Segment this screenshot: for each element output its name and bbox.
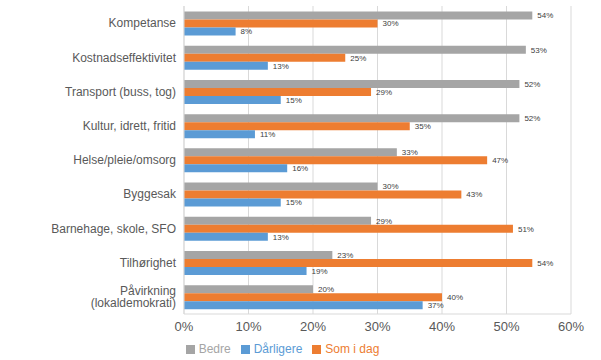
svg-text:52%: 52%	[524, 80, 540, 89]
svg-text:52%: 52%	[524, 114, 540, 123]
svg-text:54%: 54%	[537, 259, 553, 268]
svg-text:10%: 10%	[235, 319, 261, 334]
svg-text:40%: 40%	[447, 293, 463, 302]
svg-text:Tilhørighet: Tilhørighet	[120, 256, 177, 270]
svg-text:30%: 30%	[383, 19, 399, 28]
svg-text:Transport (buss, tog): Transport (buss, tog)	[65, 85, 176, 99]
svg-text:29%: 29%	[376, 88, 392, 97]
svg-text:20%: 20%	[318, 285, 334, 294]
svg-text:Barnehage, skole, SFO: Barnehage, skole, SFO	[51, 222, 176, 236]
svg-text:Kostnadseffektivitet: Kostnadseffektivitet	[72, 51, 177, 65]
svg-text:0%: 0%	[175, 319, 194, 334]
html-text:Bedre: Bedre	[198, 342, 231, 356]
svg-text:23%: 23%	[337, 251, 353, 260]
svg-text:53%: 53%	[531, 46, 547, 55]
svg-text:37%: 37%	[428, 301, 444, 310]
svg-text:16%: 16%	[292, 164, 308, 173]
svg-text:51%: 51%	[518, 225, 534, 234]
svg-text:60%: 60%	[558, 319, 584, 334]
svg-text:30%: 30%	[383, 182, 399, 191]
svg-text:Kultur, idrett, fritid: Kultur, idrett, fritid	[83, 119, 176, 133]
svg-text:19%: 19%	[312, 267, 328, 276]
svg-text:15%: 15%	[286, 198, 302, 207]
svg-text:25%: 25%	[350, 54, 366, 63]
svg-text:Byggesak: Byggesak	[123, 187, 177, 201]
svg-text:33%: 33%	[402, 148, 418, 157]
html-text:Som i dag: Som i dag	[325, 342, 380, 356]
svg-text:43%: 43%	[466, 190, 482, 199]
svg-text:30%: 30%	[364, 319, 390, 334]
svg-text:Helse/pleie/omsorg: Helse/pleie/omsorg	[73, 153, 176, 167]
svg-text:35%: 35%	[415, 122, 431, 131]
svg-text:13%: 13%	[273, 233, 289, 242]
svg-text:50%: 50%	[493, 319, 519, 334]
svg-text:47%: 47%	[492, 156, 508, 165]
svg-text:54%: 54%	[537, 11, 553, 20]
svg-text:29%: 29%	[376, 217, 392, 226]
svg-text:Påvirkning(lokaldemokrati): Påvirkning(lokaldemokrati)	[91, 284, 176, 310]
svg-text:40%: 40%	[429, 319, 455, 334]
svg-text:8%: 8%	[241, 27, 253, 36]
svg-text:20%: 20%	[300, 319, 326, 334]
svg-text:Kompetanse: Kompetanse	[109, 16, 177, 30]
svg-text:11%: 11%	[260, 130, 275, 139]
svg-text:15%: 15%	[286, 96, 302, 105]
svg-text:13%: 13%	[273, 62, 289, 71]
html-text:Dårligere: Dårligere	[253, 342, 303, 356]
